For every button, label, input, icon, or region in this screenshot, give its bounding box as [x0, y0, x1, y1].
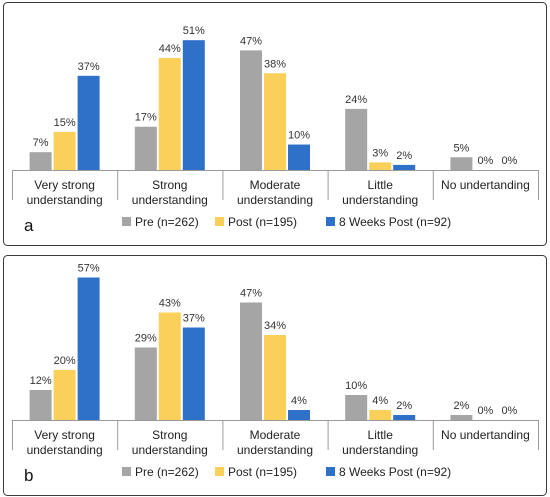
bar [393, 415, 416, 420]
panel-letter: a [24, 216, 34, 235]
data-label: 38% [264, 58, 286, 70]
data-label: 12% [30, 375, 52, 387]
data-label: 0% [501, 155, 517, 167]
data-label: 7% [33, 137, 49, 149]
data-label: 51% [183, 25, 205, 37]
bar [29, 152, 52, 170]
legend-entry: Pre (n=262) [135, 465, 199, 479]
data-label: 44% [159, 43, 181, 55]
legend-swatch [215, 217, 224, 226]
data-label: 2% [396, 400, 412, 412]
legend-swatch [326, 467, 335, 476]
bar [450, 415, 473, 420]
data-label: 17% [135, 112, 157, 124]
legend-swatch [326, 217, 335, 226]
category-label: understanding [237, 443, 313, 457]
data-label: 29% [135, 333, 157, 345]
bar [134, 347, 157, 420]
bar [158, 312, 181, 420]
legend-entry: Post (n=195) [228, 465, 297, 479]
bar [369, 410, 392, 420]
data-label: 2% [396, 150, 412, 162]
data-label: 20% [54, 355, 76, 367]
legend-swatch [215, 467, 224, 476]
bar [77, 277, 100, 420]
bar [264, 335, 286, 420]
category-label: Strong [152, 178, 187, 192]
data-label: 47% [240, 35, 262, 47]
category-label: Moderate [250, 178, 301, 192]
bar [182, 327, 205, 420]
bar [369, 162, 392, 170]
category-label: understanding [342, 443, 418, 457]
category-label: Little [368, 178, 394, 192]
legend-swatch [122, 467, 131, 476]
category-label: understanding [342, 193, 418, 207]
bar [345, 395, 368, 420]
data-label: 0% [501, 405, 517, 417]
bar [29, 390, 52, 420]
category-label: understanding [237, 193, 313, 207]
data-label: 0% [477, 155, 493, 167]
bar [240, 302, 262, 420]
data-label: 2% [453, 400, 469, 412]
data-label: 37% [78, 61, 100, 73]
bar [158, 58, 181, 170]
bar [288, 144, 310, 170]
bar [134, 126, 157, 170]
data-label: 15% [54, 117, 76, 129]
chart-panel-b: 12% 29% 47% 10% 2% 20% 43% 34% 4% 0% 57% 37% 4% 2% 0% V… [3, 255, 547, 496]
bar [240, 50, 262, 171]
data-label: 34% [264, 320, 286, 332]
category-label: No undertanding [441, 428, 530, 442]
bar [264, 73, 286, 170]
data-label: 4% [372, 395, 388, 407]
legend-entry: 8 Weeks Post (n=92) [339, 465, 451, 479]
bar [53, 131, 76, 170]
category-label: understanding [27, 193, 103, 207]
data-label: 10% [288, 130, 310, 142]
category-label: No undertanding [441, 178, 530, 192]
legend-entry: Post (n=195) [228, 215, 297, 229]
bar [288, 410, 310, 420]
bar [345, 108, 368, 170]
data-label: 24% [345, 94, 367, 106]
panel-letter: b [24, 466, 33, 485]
legend-swatch [122, 217, 131, 226]
category-label: Strong [152, 428, 187, 442]
data-label: 57% [78, 263, 100, 275]
data-label: 10% [345, 380, 367, 392]
legend-entry: 8 Weeks Post (n=92) [339, 215, 451, 229]
category-label: Very strong [34, 428, 95, 442]
category-label: Very strong [34, 178, 95, 192]
category-label: Little [368, 428, 394, 442]
category-label: understanding [132, 443, 208, 457]
data-label: 0% [477, 405, 493, 417]
category-label: Moderate [250, 428, 301, 442]
bar [182, 40, 205, 170]
category-label: understanding [27, 443, 103, 457]
bar [450, 157, 473, 170]
data-label: 3% [372, 147, 388, 159]
data-label: 5% [453, 142, 469, 154]
category-label: understanding [132, 193, 208, 207]
data-label: 47% [240, 288, 262, 300]
data-label: 37% [183, 313, 205, 325]
bar [393, 164, 416, 170]
bar [77, 75, 100, 170]
data-label: 4% [291, 395, 307, 407]
bar [53, 370, 76, 420]
chart-panel-a: 7% 17% 47% 24% 5% 15% 44% 38% 3% 0% 37% 51% 10% 2% 0% V… [3, 2, 547, 246]
legend-entry: Pre (n=262) [135, 215, 199, 229]
data-label: 43% [159, 298, 181, 310]
